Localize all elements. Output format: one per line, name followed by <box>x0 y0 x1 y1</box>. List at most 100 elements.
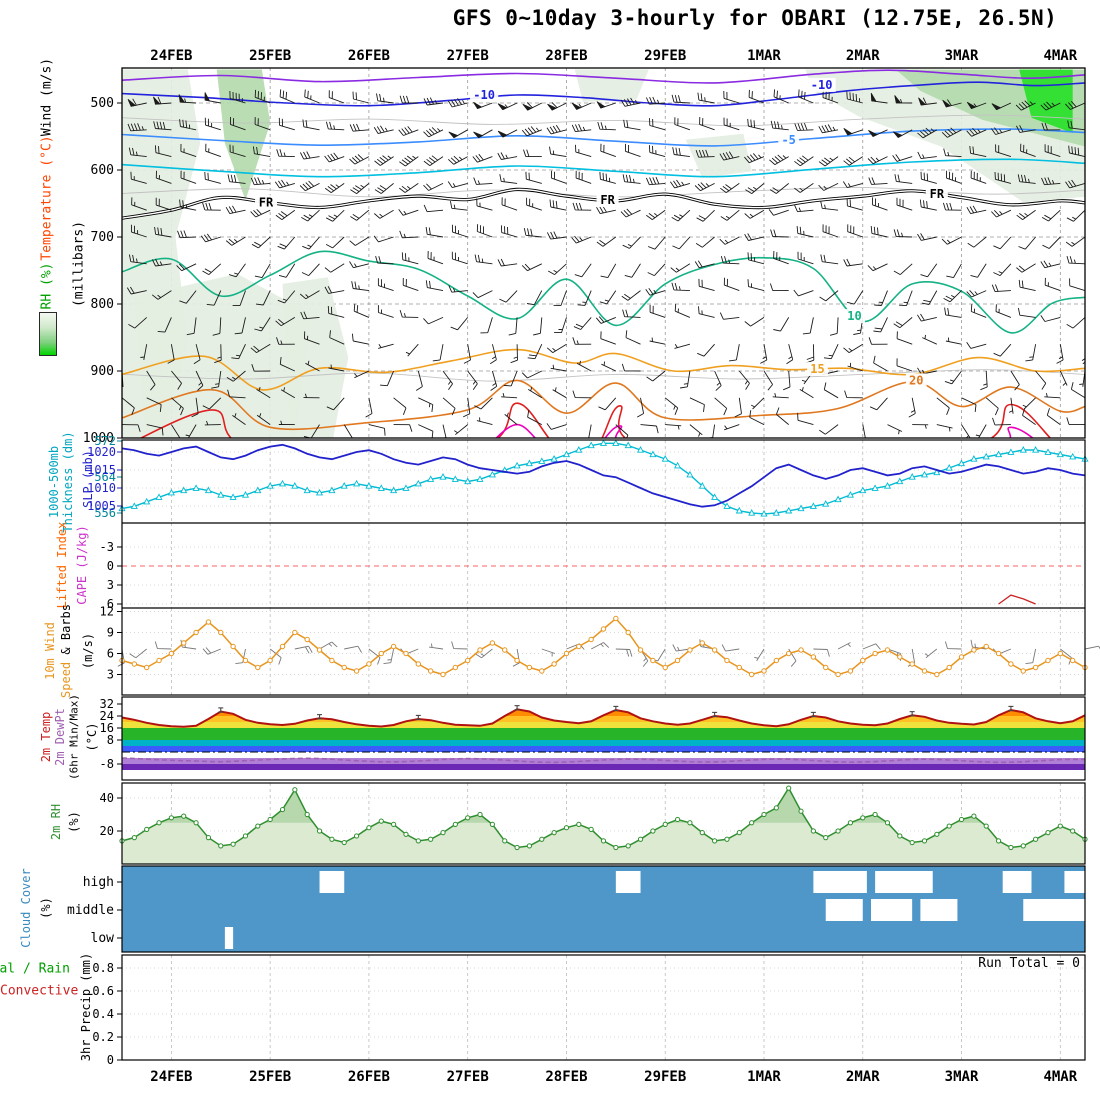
wind-barb <box>1079 370 1085 387</box>
wind-barb <box>993 236 1012 250</box>
wind-barb <box>649 337 666 345</box>
panel-frame <box>121 782 1086 865</box>
date-label-bottom: 26FEB <box>348 1069 390 1085</box>
wind-barb <box>324 263 345 273</box>
wind-speed-marker <box>255 664 261 671</box>
precip-tick-label: 0 <box>107 1053 114 1067</box>
rh-marker <box>230 841 236 847</box>
wind-barb <box>474 397 493 410</box>
wind-barb <box>846 91 863 104</box>
wind-barb <box>689 397 705 412</box>
rh-marker <box>403 831 409 837</box>
wind-barb <box>277 290 296 304</box>
wind-barb <box>254 117 271 131</box>
wind-barb <box>1041 122 1061 131</box>
wind-barb <box>425 280 444 292</box>
freezing-level-label: FR <box>600 193 615 207</box>
wind-barb <box>846 198 863 211</box>
wind-barb <box>206 290 222 306</box>
wind-barb <box>279 356 295 372</box>
wind-barb <box>521 263 542 272</box>
wind-barb <box>819 424 839 435</box>
wind-barb <box>899 290 913 307</box>
wind-barb <box>475 648 493 659</box>
date-label-bottom: 27FEB <box>447 1069 489 1085</box>
wind-barb <box>1081 344 1085 365</box>
wind-barb <box>153 121 172 131</box>
wind-barb <box>472 153 493 163</box>
wind-barb <box>720 209 740 221</box>
wind-speed-marker <box>736 664 743 671</box>
wind-barb <box>773 250 789 265</box>
contour-label: -5 <box>781 133 795 147</box>
wind-barb <box>994 171 1012 184</box>
wind-barb <box>549 146 567 158</box>
wind-barb-pennant <box>868 129 878 137</box>
wind-barb <box>970 263 987 278</box>
wind-speed-marker <box>687 647 693 653</box>
wind-speed-marker <box>785 650 792 657</box>
rh-tick-label: 40 <box>100 791 114 805</box>
wind-barb <box>719 236 740 245</box>
rh-marker <box>539 836 545 842</box>
wind-barb <box>154 226 172 238</box>
wind-barb <box>304 89 320 104</box>
wind-barb <box>843 258 863 267</box>
rh-marker <box>749 820 755 826</box>
wind-barb <box>349 236 370 246</box>
wind-barb <box>423 316 444 325</box>
wind-barb <box>415 370 423 391</box>
rh-marker <box>650 828 656 834</box>
temp-contour <box>122 81 1085 107</box>
rh-fill <box>122 788 1085 864</box>
fr-label-bg <box>255 195 278 210</box>
wind-barb <box>664 397 679 415</box>
wind-speed-marker <box>551 661 557 667</box>
wind-barb <box>497 152 518 160</box>
rh-marker <box>242 833 249 839</box>
wind-barb <box>463 397 471 418</box>
rh-marker <box>193 820 199 826</box>
wind-barb <box>277 236 296 250</box>
wind-barb <box>130 171 147 184</box>
contour-label-bg <box>905 373 927 388</box>
wind-barb <box>665 424 682 430</box>
wind-barb <box>399 309 419 318</box>
wind-barb <box>943 148 962 158</box>
wind-barb <box>226 370 246 382</box>
wind-barb <box>896 358 913 372</box>
wind-barb <box>225 236 246 246</box>
wind-speed-marker <box>477 647 483 653</box>
wind-barb <box>402 277 419 292</box>
wind-barb <box>1040 101 1061 111</box>
wind-barb <box>724 424 740 431</box>
wind-barb <box>966 127 987 137</box>
wind-speed-marker <box>971 647 977 653</box>
wind-barb <box>171 424 181 438</box>
run-total-label: Run Total = 0 <box>978 956 1080 971</box>
wind-barb <box>157 317 172 333</box>
wind-barb <box>1017 307 1036 318</box>
wind-speed-marker <box>958 654 965 660</box>
contour-label-bg <box>807 361 828 376</box>
rh-marker <box>1033 836 1039 842</box>
wind-barb <box>122 290 123 291</box>
rh-marker <box>637 836 644 842</box>
wind-barb <box>936 424 953 432</box>
wind-speed-marker <box>168 650 175 657</box>
wind-barb <box>429 643 444 650</box>
wind-barb <box>671 209 691 222</box>
wind-barb <box>844 390 863 399</box>
wind-barb <box>995 304 1012 318</box>
panel-frame <box>121 954 1086 1061</box>
wind-barb <box>427 250 444 265</box>
wind-barb-pennant <box>942 99 952 108</box>
wind-speed-marker <box>156 657 162 664</box>
wind-speed-marker <box>390 643 397 650</box>
wind-barb <box>822 224 839 238</box>
wind-barb <box>176 263 197 272</box>
rh-marker <box>761 811 767 818</box>
wind-speed-marker <box>1069 657 1076 664</box>
wind-barb <box>447 155 468 165</box>
wind-barb <box>325 121 345 131</box>
